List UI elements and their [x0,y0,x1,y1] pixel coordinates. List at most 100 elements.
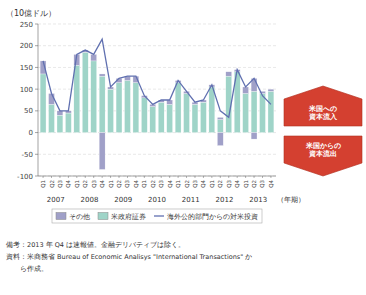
bar [133,83,139,133]
legend-swatch [98,213,108,220]
x-tick [245,176,246,178]
bar [251,133,257,140]
x-tick-label: Q2 [150,180,156,188]
bar [251,91,257,132]
flow-label-line: 資本流入 [308,112,338,121]
x-tick-label: Q3 [158,180,164,188]
y-tick-label: 150 [20,64,33,72]
x-tick-label: Q4 [65,180,71,188]
bar [74,65,80,132]
year-label: 2008 [81,196,99,204]
bar [217,133,223,146]
bar [217,120,223,133]
x-tick [93,176,94,178]
x-tick-label: Q1 [209,180,215,188]
x-tick [270,176,271,178]
bar [192,104,198,132]
x-tick-label: Q4 [200,180,206,188]
grid-line [38,45,276,46]
x-tick-label: Q1 [141,180,147,188]
x-tick-label: Q1 [108,180,114,188]
bar [150,107,156,133]
bar [226,72,232,76]
year-label: 2007 [47,196,65,204]
x-tick [169,176,170,178]
bar [91,54,97,61]
x-tick [144,176,145,178]
bar [167,104,173,132]
grid-line [38,24,276,25]
note: ら作成。 [6,265,48,273]
y-tick-label: 200 [20,42,33,50]
x-tick-label: Q3 [259,180,265,188]
bar [268,91,274,132]
bar [200,102,206,132]
legend-label: 米政府証券 [111,213,146,221]
x-tick [211,176,212,178]
bar [217,117,223,119]
bar [268,89,274,90]
bar [125,80,131,132]
x-tick-label: Q3 [226,180,232,188]
x-tick [102,176,103,178]
bar [184,93,190,132]
chart: （10億ドル）-100-50050100150200250Q1Q2Q3Q4Q1Q… [0,0,366,295]
x-tick-label: Q1 [175,180,181,188]
bar [116,83,122,133]
year-label: 2009 [114,196,132,204]
x-tick [262,176,263,178]
x-axis-line [38,176,276,177]
flow-label: 米国からの資本流出 [305,142,341,158]
x-tick [186,176,187,178]
x-tick [178,176,179,178]
year-label: 2012 [216,196,234,204]
x-tick [43,176,44,178]
x-tick-label: Q3 [91,180,97,188]
bar [141,98,147,133]
bar [108,89,114,132]
bar [99,76,105,132]
x-tick [237,176,238,178]
x-tick-label: Q2 [251,180,257,188]
y-tick [35,176,38,177]
flow-arrow [284,86,362,126]
bar [209,87,215,133]
plot-data [40,39,274,169]
y-tick [35,24,38,25]
x-tick-label: Q1 [243,180,249,188]
x-tick-label: Q4 [99,180,105,188]
legend: その他米政府証券海外公的部門からの対米投資 [52,209,262,223]
x-tick-label: Q4 [133,180,139,188]
flow-annotation: 米国への資本流入 [284,86,362,126]
flow-arrow [284,136,362,176]
legend-frame [52,209,262,223]
x-tick [85,176,86,178]
legend-swatch [56,213,66,220]
bar [91,61,97,133]
x-tick-label: Q1 [74,180,80,188]
grid-line [38,89,276,90]
x-tick-label: Q4 [268,180,274,188]
x-tick [152,176,153,178]
grid-line [38,154,276,155]
x-tick [51,176,52,178]
y-tick [35,45,38,46]
x-tick [220,176,221,178]
bar [226,71,232,72]
grid-line [38,132,276,133]
bar [268,89,274,91]
year-label: 2013 [249,196,267,204]
x-axis-label: （年期） [277,196,305,204]
y-tick [35,89,38,90]
legend-label: その他 [69,213,90,221]
x-tick [161,176,162,178]
x-tick-label: Q3 [192,180,198,188]
flow-label-line: 米国への [308,105,337,113]
bar [49,104,55,132]
y-tick-label: -100 [17,173,33,181]
x-tick [59,176,60,178]
y-tick [35,67,38,68]
flow-label-line: 資本流出 [308,149,337,158]
x-tick [203,176,204,178]
flow-label-line: 米国からの [305,142,341,150]
